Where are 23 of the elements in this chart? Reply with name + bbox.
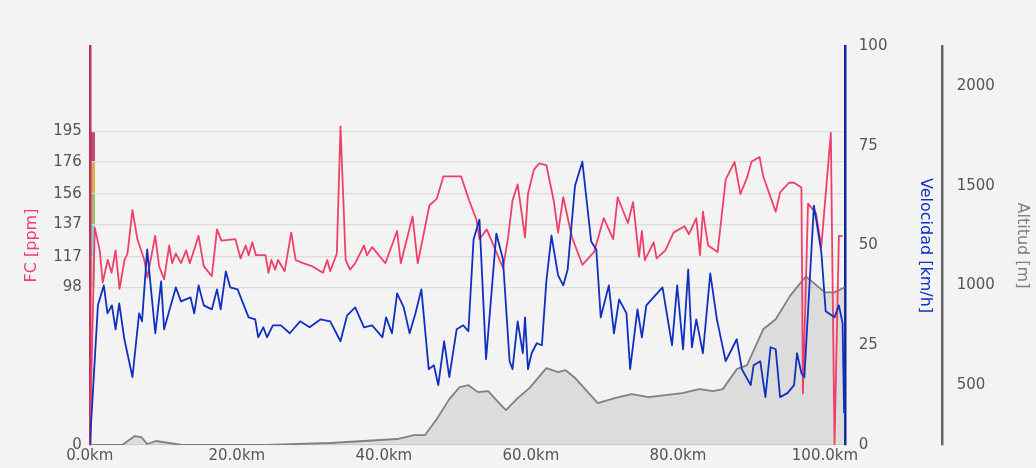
y-tick-label: 176	[53, 151, 82, 170]
y2-tick-label: 25	[858, 335, 878, 354]
y-tick-label: 195	[53, 121, 82, 140]
y2-tick-label: 100	[858, 35, 888, 54]
x-tick-label: 20.0km	[208, 445, 266, 464]
y-tick-label: 98	[62, 277, 82, 296]
x-tick-label: 100.0km	[791, 445, 859, 464]
y3-tick-label: 2000	[956, 75, 995, 94]
x-tick-label: 60.0km	[502, 445, 560, 464]
y2-tick-label: 50	[858, 235, 878, 254]
y-tick-label: 137	[53, 214, 82, 233]
y3-tick-label: 1000	[956, 275, 995, 294]
y2-axis-title: Velocidad [km/h]	[916, 177, 936, 314]
y2-tick-label: 75	[858, 135, 878, 154]
y3-tick-label: 500	[956, 375, 986, 394]
y-axis-title: FC [ppm]	[20, 208, 40, 283]
y-tick-label: 117	[53, 246, 82, 265]
x-tick-label: 80.0km	[649, 445, 707, 464]
y-tick-label: 156	[53, 183, 82, 202]
x-tick-label: 40.0km	[355, 445, 413, 464]
y3-tick-label: 1500	[956, 175, 995, 194]
y2-tick-label: 0	[858, 434, 869, 453]
y3-axis-title: Altitud [m]	[1014, 202, 1034, 289]
